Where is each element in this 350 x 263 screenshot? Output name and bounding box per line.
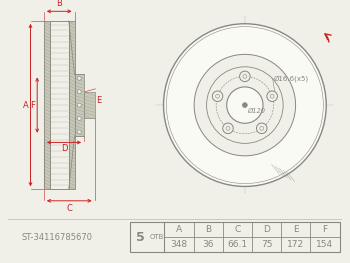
Circle shape [77, 76, 81, 80]
Text: C: C [234, 225, 240, 234]
Circle shape [227, 87, 263, 123]
Circle shape [212, 91, 223, 102]
Circle shape [206, 67, 283, 143]
Circle shape [257, 123, 267, 134]
Bar [50, 21, 69, 189]
Circle shape [240, 71, 250, 82]
Text: A: A [23, 100, 29, 110]
Circle shape [243, 103, 247, 108]
Bar [75, 74, 84, 136]
Text: ОТВ.: ОТВ. [149, 234, 166, 240]
Text: 36: 36 [203, 240, 214, 249]
Text: 348: 348 [170, 240, 188, 249]
Bar [84, 92, 95, 119]
Circle shape [77, 130, 81, 134]
Text: A: A [176, 225, 182, 234]
Text: D: D [61, 144, 67, 153]
Circle shape [77, 90, 81, 94]
Bar [130, 222, 340, 252]
Circle shape [194, 54, 296, 156]
Text: 66.1: 66.1 [228, 240, 247, 249]
Text: F: F [30, 100, 35, 110]
Text: 172: 172 [287, 240, 304, 249]
Text: B: B [56, 0, 62, 8]
Text: B: B [205, 225, 211, 234]
Circle shape [77, 117, 81, 120]
Text: 75: 75 [261, 240, 272, 249]
Text: 154: 154 [316, 240, 334, 249]
Circle shape [163, 24, 326, 186]
Bar [69, 21, 75, 189]
Circle shape [267, 91, 278, 102]
Text: F: F [322, 225, 328, 234]
Text: E: E [97, 96, 102, 105]
Circle shape [77, 103, 81, 107]
Text: АВТОТРИ: АВТОТРИ [198, 113, 273, 127]
Circle shape [223, 123, 233, 134]
Text: 5: 5 [136, 231, 145, 244]
Text: Ø16.6(x5): Ø16.6(x5) [274, 75, 309, 82]
Text: C: C [66, 204, 72, 213]
Bar [44, 21, 50, 189]
Text: D: D [263, 225, 270, 234]
Text: Ø120: Ø120 [247, 108, 265, 114]
Text: E: E [293, 225, 299, 234]
Text: ST-34116785670: ST-34116785670 [22, 233, 93, 242]
